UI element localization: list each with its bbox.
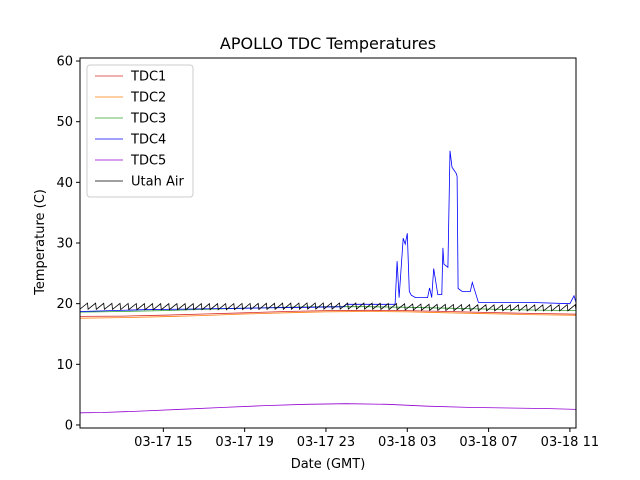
- series-line-utah-air: [80, 302, 576, 312]
- x-tick-label: 03-17 15: [134, 435, 192, 450]
- series-line-tdc1: [80, 309, 576, 317]
- x-tick-label: 03-17 23: [297, 435, 355, 450]
- x-tick-label: 03-18 03: [378, 435, 436, 450]
- y-tick-label: 60: [56, 55, 73, 70]
- chart-title: APOLLO TDC Temperatures: [220, 34, 436, 53]
- legend-label-tdc3: TDC3: [130, 112, 166, 127]
- x-tick-label: 03-17 19: [215, 435, 273, 450]
- series-line-tdc2: [80, 311, 576, 319]
- x-tick-label: 03-18 07: [459, 435, 517, 450]
- legend-label-tdc4: TDC4: [130, 133, 166, 148]
- series-line-tdc5: [80, 403, 576, 414]
- x-axis-ticks: 03-17 15 03-17 19 03-17 23 03-18 03 03-18 07…: [134, 428, 599, 450]
- legend-label-tdc1: TDC1: [130, 70, 166, 85]
- x-axis-label: Date (GMT): [291, 457, 366, 472]
- y-axis-label: Temperature (C): [33, 189, 48, 296]
- y-tick-label: 10: [56, 358, 73, 373]
- legend-label-tdc5: TDC5: [130, 154, 166, 169]
- legend-label-tdc2: TDC2: [130, 91, 166, 106]
- series-layer: [80, 150, 576, 414]
- y-tick-label: 0: [65, 418, 73, 433]
- legend-label-utah-air: Utah Air: [131, 175, 184, 190]
- y-tick-label: 20: [56, 297, 73, 312]
- y-tick-label: 40: [56, 176, 73, 191]
- x-tick-label: 03-18 11: [541, 435, 599, 450]
- series-line-tdc4: [80, 150, 576, 312]
- legend-box: [86, 64, 194, 198]
- y-axis-ticks: 0 10 20 30 40 50 60: [56, 55, 80, 433]
- legend: TDC1 TDC2 TDC3 TDC4 TDC5 Utah Air: [86, 64, 194, 198]
- y-tick-label: 50: [56, 115, 73, 130]
- y-tick-label: 30: [56, 237, 73, 252]
